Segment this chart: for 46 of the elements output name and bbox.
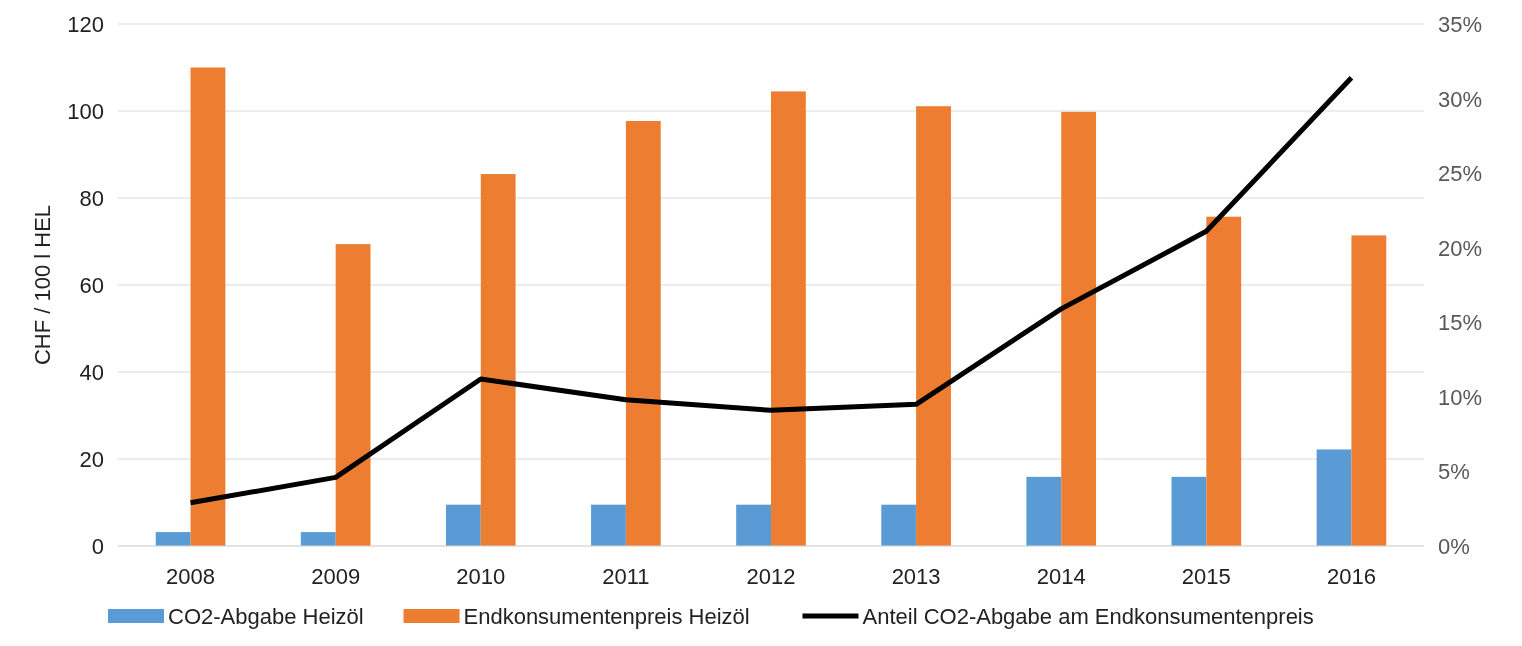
x-tick-label: 2008 [166,564,216,589]
bar [625,121,661,546]
bar [771,91,806,546]
bar [881,504,917,546]
y-tick-label: 0 [91,534,104,559]
legend-label: Anteil CO2-Abgabe am Endkonsumentenpreis [862,604,1314,629]
x-tick-label: 2016 [1326,564,1376,589]
y-tick-label: 40 [79,360,104,385]
y-tick-label: 20 [79,447,104,472]
y-tick-label: 80 [79,186,104,211]
bar [300,532,336,546]
y2-tick-label: 5% [1438,459,1470,485]
y2-tick-label: 30% [1438,86,1483,112]
y-tick-label: 120 [67,12,104,37]
x-tick-label: 2011 [602,564,650,589]
bar [916,106,951,546]
y-tick-label: 100 [67,99,104,124]
bar [1061,111,1097,546]
y-axis-title: CHF / 100 l HEL [30,204,55,366]
bar [1171,476,1207,546]
bar [1351,235,1387,546]
y-tick-label: 60 [79,273,104,298]
bar [190,67,226,546]
bar [591,504,626,546]
y2-tick-label: 15% [1438,310,1483,336]
y2-tick-label: 35% [1438,12,1483,37]
y2-tick-label: 10% [1438,384,1483,410]
y2-tick-label: 20% [1438,235,1483,261]
bar [1316,449,1352,546]
legend-label: CO2-Abgabe Heizöl [168,604,364,629]
x-tick-label: 2009 [311,564,361,589]
x-tick-label: 2015 [1181,564,1231,589]
bar [1206,216,1242,546]
y2-tick-label: 0% [1438,534,1470,559]
y2-tick-label: 25% [1438,161,1483,187]
bar [736,504,771,546]
legend-label: Endkonsumentenpreis Heizöl [463,604,750,629]
bar [155,532,191,546]
x-tick-label: 2014 [1036,564,1086,589]
bar [480,174,516,546]
bar [335,244,371,546]
x-tick-label: 2012 [746,564,796,589]
bar [1026,476,1062,546]
x-tick-label: 2010 [456,564,506,589]
bar [445,504,481,546]
x-tick-label: 2013 [891,564,941,589]
